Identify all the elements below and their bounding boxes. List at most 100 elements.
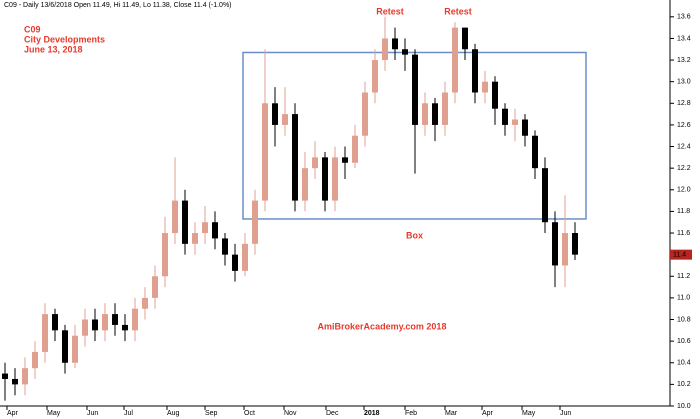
- y-tick-label: 12.0: [677, 187, 691, 194]
- candle-body: [292, 114, 298, 201]
- candle-body: [242, 243, 248, 271]
- annotation: Retest: [444, 6, 472, 16]
- candle-body: [362, 92, 368, 136]
- candle-body: [72, 335, 78, 363]
- candle-body: [212, 222, 218, 239]
- candle-body: [92, 319, 98, 331]
- candle-body: [132, 308, 138, 331]
- x-tick-label: Jun: [87, 410, 98, 417]
- last-price-label: 11.4: [673, 251, 686, 258]
- candle-body: [282, 114, 288, 125]
- candle-body: [552, 222, 558, 266]
- candle-body: [102, 314, 108, 331]
- box-label: Box: [406, 230, 423, 240]
- y-tick-label: 11.2: [677, 273, 690, 280]
- candle-body: [42, 314, 48, 352]
- candle-body: [142, 297, 148, 309]
- candle-body: [112, 314, 118, 325]
- x-tick-label: Jun: [560, 410, 571, 417]
- y-tick-label: 12.4: [677, 143, 691, 150]
- candle-body: [162, 233, 168, 277]
- x-tick-label: Oct: [244, 410, 255, 417]
- candle-body: [412, 54, 418, 125]
- x-tick-label: Apr: [482, 410, 494, 417]
- candle-body: [52, 314, 58, 331]
- candle-body: [542, 168, 548, 223]
- x-tick-label: Nov: [284, 410, 297, 417]
- annotation: C09: [24, 24, 41, 34]
- y-tick-label: 13.0: [677, 79, 691, 86]
- candle-body: [382, 38, 388, 61]
- candle-body: [202, 222, 208, 234]
- candle-body: [232, 254, 238, 271]
- y-tick-label: 11.0: [677, 295, 690, 302]
- candle-body: [122, 324, 128, 331]
- candle-body: [252, 200, 258, 244]
- x-tick-label: Jul: [124, 410, 133, 417]
- candle-body: [392, 38, 398, 50]
- y-tick-label: 10.6: [677, 338, 691, 345]
- watermark: AmiBrokerAcademy.com 2018: [318, 321, 447, 331]
- annotation: City Developments: [24, 34, 105, 44]
- y-tick-label: 11.6: [677, 230, 690, 237]
- candle-body: [262, 103, 268, 201]
- candle-body: [502, 108, 508, 125]
- x-tick-label: Aug: [167, 410, 180, 417]
- annotation: June 13, 2018: [24, 44, 83, 54]
- candle-body: [432, 103, 438, 125]
- candle-body: [302, 168, 308, 201]
- y-tick-label: 10.0: [677, 403, 691, 410]
- x-tick-label: May: [522, 410, 536, 417]
- candle-body: [2, 373, 8, 379]
- candle-body: [522, 119, 528, 136]
- chart-header: C09 - Daily 13/6/2018 Open 11.49, Hi 11.…: [4, 2, 232, 9]
- candle-body: [82, 319, 88, 336]
- candle-body: [372, 60, 378, 93]
- candle-body: [342, 157, 348, 163]
- candle-body: [182, 200, 188, 244]
- candle-body: [22, 368, 28, 385]
- y-tick-label: 13.2: [677, 57, 691, 64]
- candle-body: [332, 157, 338, 201]
- candle-body: [12, 378, 18, 385]
- candle-body: [222, 238, 228, 255]
- y-tick-label: 12.2: [677, 165, 691, 172]
- candle-body: [32, 351, 38, 369]
- y-tick-label: 13.6: [677, 14, 691, 21]
- candle-body: [442, 92, 448, 125]
- last-price-tag: [670, 249, 692, 260]
- candle-body: [322, 157, 328, 201]
- candle-body: [402, 49, 408, 55]
- y-tick-label: 10.8: [677, 316, 691, 323]
- x-tick-label: 2018: [364, 410, 380, 417]
- candle-body: [172, 200, 178, 234]
- candle-body: [192, 233, 198, 244]
- candle-body: [512, 119, 518, 125]
- candle-body: [152, 276, 158, 298]
- x-tick-label: Sep: [205, 410, 218, 417]
- y-tick-label: 11.8: [677, 208, 690, 215]
- candle-body: [482, 81, 488, 93]
- candle-body: [312, 157, 318, 169]
- y-tick-label: 10.2: [677, 381, 691, 388]
- candle-body: [452, 27, 458, 93]
- candle-body: [532, 135, 538, 169]
- candle-body: [462, 27, 468, 50]
- candle-body: [562, 233, 568, 266]
- x-tick-label: Apr: [7, 410, 19, 417]
- x-tick-label: May: [47, 410, 61, 417]
- candle-body: [272, 103, 278, 125]
- candle-body: [422, 103, 428, 125]
- annotation: Retest: [376, 6, 404, 16]
- x-tick-label: Dec: [326, 410, 339, 417]
- x-tick-label: Feb: [405, 410, 417, 417]
- y-tick-label: 12.6: [677, 122, 691, 129]
- candle-body: [62, 330, 68, 363]
- candle-body: [352, 135, 358, 163]
- candle-body: [492, 81, 498, 109]
- y-tick-label: 10.4: [677, 360, 691, 367]
- y-tick-label: 13.4: [677, 35, 691, 42]
- y-tick-label: 12.8: [677, 100, 691, 107]
- x-tick-label: Mar: [445, 410, 458, 417]
